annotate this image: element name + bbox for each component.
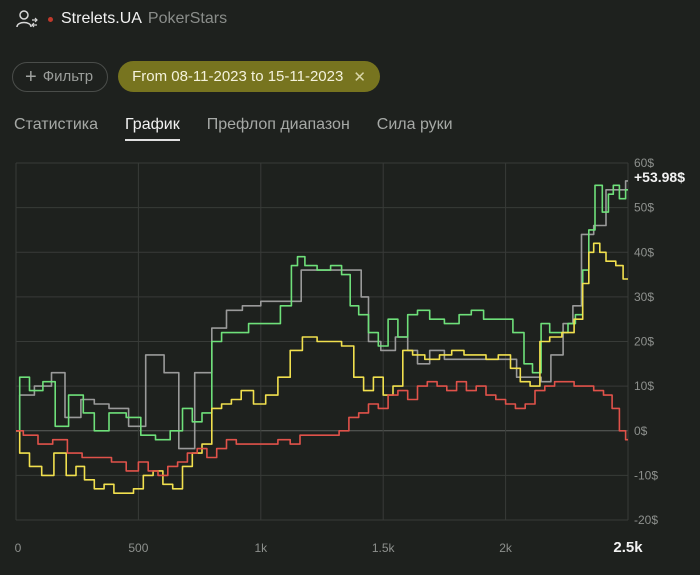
date-range-chip[interactable]: From 08-11-2023 to 15-11-2023 ✕ [118,61,380,92]
series-line-1 [16,184,628,441]
user-switch-icon[interactable] [16,9,38,29]
x-axis-labels: 0 500 1k 1.5k 2k 2.5k [15,539,644,556]
site-name: PokerStars [147,10,228,27]
filter-button-label: Фильтр [42,68,94,85]
close-icon[interactable]: ✕ [353,68,366,86]
x-tick-label: 500 [128,541,148,555]
x-tick-label: 1k [254,541,268,555]
profit-chart: 60$ 50$ 40$ 30$ 20$ 10$ 0$ -10$ -20$ 0 500 1k 1.5k 2… [15,156,686,556]
series-line-2 [16,242,628,494]
y-tick-label: -20$ [634,513,658,527]
y-tick-label: 20$ [634,335,654,349]
final-value-label: +53.98$ [634,169,685,185]
y-tick-label: 30$ [634,290,654,304]
series-line-3 [16,380,628,477]
y-tick-label: 10$ [634,379,654,393]
series-line-0 [16,180,628,450]
y-tick-label: 50$ [634,201,654,215]
filter-row: + Фильтр From 08-11-2023 to 15-11-2023 ✕ [12,61,380,92]
x-tick-label: 2k [499,541,513,555]
y-tick-label: -10$ [634,468,658,482]
date-range-label: From 08-11-2023 to 15-11-2023 [132,68,344,85]
x-tick-label: 0 [15,541,22,555]
x-tick-label: 1.5k [372,541,396,555]
tab-preflop-range[interactable]: Префлоп диапазон [206,116,350,133]
y-axis-labels: 60$ 50$ 40$ 30$ 20$ 10$ 0$ -10$ -20$ [634,156,658,527]
header: Strelets.UA PokerStars [16,8,227,30]
filter-button[interactable]: + Фильтр [12,61,109,92]
x-tick-label: 2.5k [613,539,643,556]
status-dot [48,16,53,22]
y-tick-label: 40$ [634,245,654,259]
tab-bar: Статистика График Префлоп диапазон Сила … [14,116,480,141]
y-tick-label: 60$ [634,156,654,170]
series-lines [16,180,628,494]
tab-chart[interactable]: График [125,116,180,141]
tab-hand-strength[interactable]: Сила руки [376,116,453,133]
player-name: Strelets.UA [61,10,142,27]
plus-icon: + [25,65,37,88]
y-tick-label: 0$ [634,424,648,438]
tab-statistics[interactable]: Статистика [14,116,99,133]
